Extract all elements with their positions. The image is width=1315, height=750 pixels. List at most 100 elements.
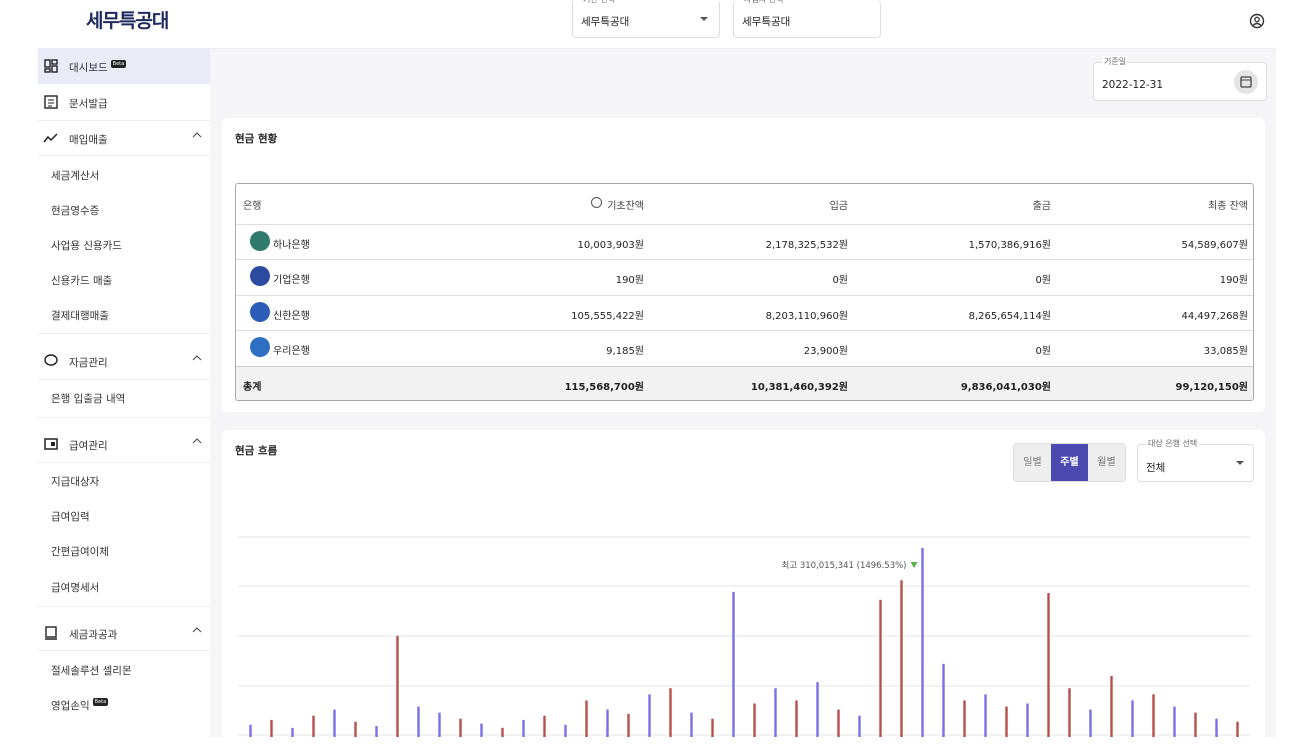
biz-select[interactable]: 사업자 선택 세무특공대 (733, 0, 881, 38)
column-header: 기초잔액 (607, 201, 644, 212)
bar (543, 715, 546, 737)
bar (606, 709, 609, 737)
nav-item[interactable]: 영업손익 Beta (51, 698, 109, 713)
chevron[interactable] (192, 132, 202, 138)
bar (312, 715, 315, 737)
bar (900, 580, 903, 737)
bar (711, 718, 714, 737)
card-title: 현금 현황 (235, 133, 278, 145)
nav-item[interactable]: 문서발급 (69, 98, 108, 110)
top-bar: 세무특공대 기관 선택 세무특공대 사업자 선택 세무특공대 (38, 0, 1276, 49)
cash-table: 은행 기초잔액 입금 출금 최종 잔액 하나은행 10,003,903원 2,178,325,… (235, 183, 1254, 401)
divider (38, 333, 210, 334)
nav-item[interactable]: 결제대행매출 (51, 310, 109, 322)
bar (354, 721, 357, 737)
bank-name: 신한은행 (273, 310, 310, 322)
nav-item[interactable]: 현금영수증 (51, 205, 100, 217)
bar (627, 713, 630, 737)
bar (690, 712, 693, 737)
select-value: 세무특공대 (581, 16, 630, 28)
bank-name: 우리은행 (273, 346, 310, 358)
column-header: 입금 (829, 201, 848, 212)
chevron[interactable] (192, 438, 202, 444)
bar (1026, 703, 1029, 737)
bar (669, 688, 672, 737)
amount: 1,570,386,916원 (968, 240, 1051, 251)
cash-status-card: 현금 현황 은행 기초잔액 입금 출금 최종 잔액 하나은행 10,003,903원 2,17… (222, 118, 1265, 412)
nav-section[interactable]: 급여관리 (69, 440, 108, 452)
org-select[interactable]: 기관 선택 세무특공대 (572, 0, 720, 38)
nav-label: 영업손익 (51, 700, 90, 712)
icon (43, 133, 58, 143)
amount: 0원 (1035, 346, 1051, 358)
nav-item[interactable]: 급여명세서 (51, 582, 100, 594)
nav-item[interactable]: 세금계산서 (51, 170, 100, 182)
bank-select[interactable]: 대상 은행 선택 전체 (1137, 438, 1254, 482)
column-header: 출금 (1032, 201, 1051, 212)
period-option[interactable]: 월별 (1097, 457, 1116, 468)
icon (44, 438, 58, 450)
bar (480, 723, 483, 737)
date-field[interactable]: 기준일 2022-12-31 (1093, 56, 1267, 101)
chevron[interactable] (192, 355, 202, 361)
nav-item[interactable]: 급여입력 (51, 511, 90, 523)
amount: 99,120,150원 (1175, 381, 1248, 393)
select-value: 세무특공대 (742, 16, 791, 28)
amount: 10,003,903원 (577, 240, 644, 251)
bar (753, 703, 756, 737)
bar (1215, 718, 1218, 737)
nav-item[interactable]: 신용카드 매출 (51, 275, 113, 287)
divider (38, 155, 210, 156)
chevron[interactable] (192, 627, 202, 633)
nav-item[interactable]: 대시보드 Beta (69, 60, 127, 75)
grid (238, 536, 1250, 736)
column-header: 은행 (243, 201, 262, 212)
date-value: 2022-12-31 (1102, 79, 1164, 91)
nav-item[interactable]: 은행 입출금 내역 (51, 393, 126, 405)
field-label: 대상 은행 선택 (1146, 438, 1200, 449)
field-label: 기준일 (1102, 56, 1129, 67)
field-label: 기관 선택 (581, 0, 617, 5)
nav-section[interactable]: 매입매출 (69, 134, 108, 146)
bar (879, 599, 882, 737)
dropdown-arrow (1236, 461, 1244, 465)
nav-section[interactable]: 자금관리 (69, 357, 108, 369)
help-icon (591, 197, 602, 208)
column-header: 최종 잔액 (1208, 201, 1248, 212)
divider (38, 120, 210, 121)
user-icon[interactable] (1249, 13, 1265, 29)
nav-item[interactable]: 간편급여이체 (51, 546, 109, 558)
logo[interactable]: 세무특공대 (86, 10, 169, 32)
bar (1110, 676, 1113, 737)
bar (1047, 593, 1050, 737)
bar (648, 694, 651, 737)
bank-logo (250, 231, 270, 251)
bank-logo (250, 337, 270, 358)
bar (1068, 688, 1071, 737)
icon (44, 59, 58, 73)
bar (564, 724, 567, 737)
calendar-button[interactable] (1233, 69, 1259, 95)
nav-item[interactable]: 절세솔루션 셀리몬 (51, 665, 132, 677)
bar (1005, 706, 1008, 737)
nav-item[interactable]: 사업용 신용카드 (51, 240, 122, 252)
bar (795, 700, 798, 737)
bank-name: 하나은행 (273, 240, 310, 251)
bank-name: 기업은행 (273, 275, 310, 287)
amount: 0원 (1035, 275, 1051, 287)
bar (501, 727, 504, 737)
bank-logo (250, 301, 270, 322)
divider (38, 650, 210, 651)
divider (38, 379, 210, 380)
amount: 115,568,700원 (564, 381, 644, 393)
bank-name: 총계 (243, 381, 262, 393)
period-option[interactable]: 주별 (1051, 444, 1088, 481)
period-option[interactable]: 일별 (1023, 457, 1042, 468)
bar (816, 682, 819, 737)
row-divider (236, 224, 1253, 225)
nav-section[interactable]: 세금과공과 (69, 629, 118, 641)
nav-item[interactable]: 지급대상자 (51, 476, 100, 488)
amount: 190원 (1219, 275, 1248, 287)
cash-flow-chart: 최고 310,015,341 (1496.53%) (238, 536, 1250, 737)
